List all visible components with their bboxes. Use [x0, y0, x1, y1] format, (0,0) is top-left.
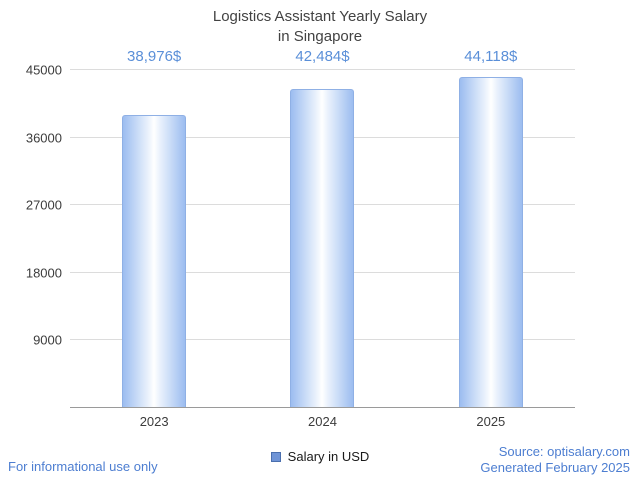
- value-label-2024: 42,484$: [295, 48, 350, 65]
- value-label-2025: 44,118$: [464, 48, 518, 65]
- bar-2025: [458, 76, 523, 408]
- legend-marker-icon: [270, 451, 281, 462]
- x-axis-line: [70, 407, 575, 408]
- bar-2023: [122, 115, 187, 408]
- y-tick-label-36000: 36000: [25, 130, 62, 146]
- bar-2024: [290, 88, 355, 408]
- x-axis-labels: 2023 2024 2025: [70, 414, 575, 432]
- bar-slot-2024: [238, 70, 406, 408]
- y-axis-labels: 9000 18000 27000 36000 45000: [0, 63, 62, 408]
- bar-slot-2025: [407, 70, 575, 408]
- source-link[interactable]: Source: optisalary.com: [498, 443, 630, 459]
- chart-title-line1: Logistics Assistant Yearly Salary: [212, 8, 428, 25]
- y-tick-label-27000: 27000: [25, 197, 62, 213]
- bars-row: [70, 70, 575, 408]
- y-tick-label-45000: 45000: [25, 62, 62, 78]
- disclaimer-text: For informational use only: [8, 459, 158, 474]
- bar-slot-2023: [70, 70, 238, 408]
- x-tick-label-2024: 2024: [308, 414, 337, 429]
- value-label-row: 38,976$ 42,484$ 44,118$: [70, 48, 575, 70]
- chart-title: Logistics Assistant Yearly Salary in Sin…: [0, 7, 640, 46]
- x-tick-label-2025: 2025: [476, 414, 506, 429]
- y-tick-label-18000: 18000: [25, 265, 62, 281]
- chart-title-line2: in Singapore: [277, 27, 363, 45]
- generated-date: Generated February 2025: [480, 459, 630, 475]
- legend-label: Salary in USD: [287, 449, 370, 464]
- value-label-2023: 38,976$: [127, 48, 182, 65]
- footer-attribution: Source: optisalary.com Generated Februar…: [480, 444, 630, 477]
- y-tick-label-9000: 9000: [33, 332, 62, 348]
- legend: Salary in USD: [0, 449, 640, 464]
- x-tick-label-2023: 2023: [139, 414, 169, 429]
- gridline-45000: [70, 69, 575, 70]
- plot-area: [70, 69, 575, 408]
